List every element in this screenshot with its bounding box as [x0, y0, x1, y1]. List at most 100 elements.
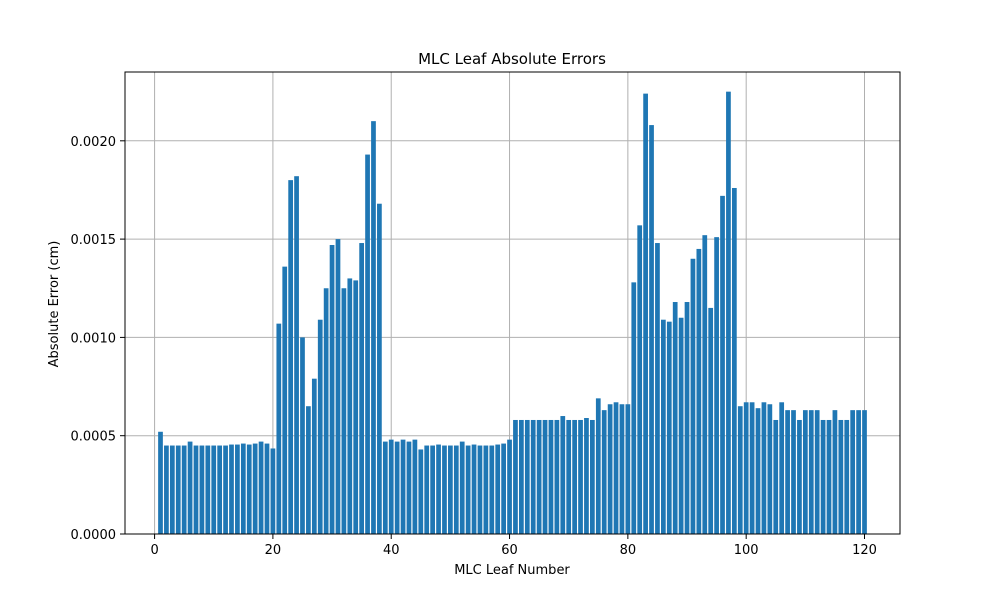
bar	[353, 280, 359, 534]
bar	[678, 317, 684, 534]
y-axis-label: Absolute Error (cm)	[47, 241, 62, 368]
bar	[424, 445, 430, 534]
bar	[844, 419, 850, 534]
x-axis-label: MLC Leaf Number	[454, 563, 570, 578]
bar	[737, 406, 743, 534]
bar	[448, 445, 453, 534]
bar	[418, 449, 424, 534]
bar	[820, 419, 826, 534]
bar	[217, 445, 223, 534]
bar	[566, 419, 572, 534]
bar	[359, 243, 365, 534]
bar	[797, 419, 802, 534]
bar	[335, 239, 341, 534]
bar	[235, 444, 240, 534]
bar	[749, 402, 755, 534]
bar	[590, 419, 595, 534]
bar	[731, 187, 737, 534]
bar	[862, 410, 867, 534]
bar	[300, 337, 305, 534]
bar	[371, 121, 376, 535]
bar	[838, 419, 844, 534]
bar	[436, 444, 441, 534]
bar	[306, 406, 311, 534]
y-tick-label: 0.0005	[71, 430, 117, 445]
bar	[802, 410, 808, 534]
bar	[808, 410, 814, 534]
bar	[767, 404, 773, 534]
x-tick-label: 120	[852, 543, 877, 558]
x-tick-label: 80	[620, 543, 637, 558]
bar	[584, 418, 589, 534]
bar	[660, 319, 666, 534]
bar	[394, 441, 400, 534]
bar	[223, 445, 228, 534]
bar	[655, 243, 660, 534]
x-tick-label: 60	[501, 543, 518, 558]
bar	[507, 439, 512, 534]
bar	[672, 302, 678, 534]
bar	[761, 402, 767, 534]
bar	[755, 408, 761, 534]
bar	[601, 410, 607, 534]
bar	[412, 439, 418, 534]
bar-series	[158, 91, 867, 535]
bar	[613, 402, 619, 534]
bar	[442, 445, 447, 534]
x-tick-label: 0	[150, 543, 158, 558]
bar	[164, 445, 169, 534]
x-tick-label: 20	[265, 543, 282, 558]
bar	[643, 93, 648, 534]
y-axis-ticks: 0.0000 0.0005 0.0010 0.0015 0.0020	[71, 135, 125, 543]
bar	[637, 225, 643, 535]
plot-frame	[124, 71, 901, 535]
bar	[501, 443, 506, 534]
bar	[595, 398, 601, 534]
bar	[785, 410, 790, 534]
bar	[199, 445, 205, 534]
bar	[329, 245, 335, 534]
bar	[240, 443, 246, 534]
bar	[684, 302, 690, 534]
bar	[347, 278, 353, 534]
bar	[773, 419, 779, 534]
y-tick-label: 0.0000	[71, 528, 117, 543]
y-tick-label: 0.0020	[71, 135, 117, 150]
bar	[187, 441, 193, 534]
bar	[175, 445, 181, 534]
x-tick-label: 40	[383, 543, 400, 558]
bar	[702, 235, 708, 534]
bar	[743, 402, 749, 534]
bar	[524, 419, 530, 534]
bar	[495, 444, 501, 534]
bar	[229, 444, 234, 534]
bar	[696, 248, 702, 535]
bar	[631, 282, 637, 534]
bar	[625, 404, 631, 534]
bar	[311, 378, 317, 534]
bar	[548, 419, 554, 534]
bar	[607, 404, 613, 534]
bar	[578, 419, 583, 534]
bar	[465, 445, 471, 534]
bar	[720, 195, 725, 534]
bar	[542, 419, 548, 534]
bar	[341, 288, 347, 534]
bar	[459, 441, 465, 534]
bar	[193, 445, 199, 534]
bar	[246, 444, 252, 534]
bar	[791, 410, 796, 534]
bar	[489, 445, 495, 534]
bar	[850, 410, 856, 534]
bar	[530, 419, 536, 534]
bar	[471, 444, 477, 534]
bar	[400, 439, 406, 534]
bar	[536, 419, 542, 534]
bar	[205, 445, 211, 534]
bar	[779, 402, 785, 534]
bar	[388, 439, 394, 534]
bar	[294, 176, 299, 534]
bar	[708, 307, 714, 534]
x-tick-label: 100	[734, 543, 759, 558]
bar	[270, 448, 276, 534]
